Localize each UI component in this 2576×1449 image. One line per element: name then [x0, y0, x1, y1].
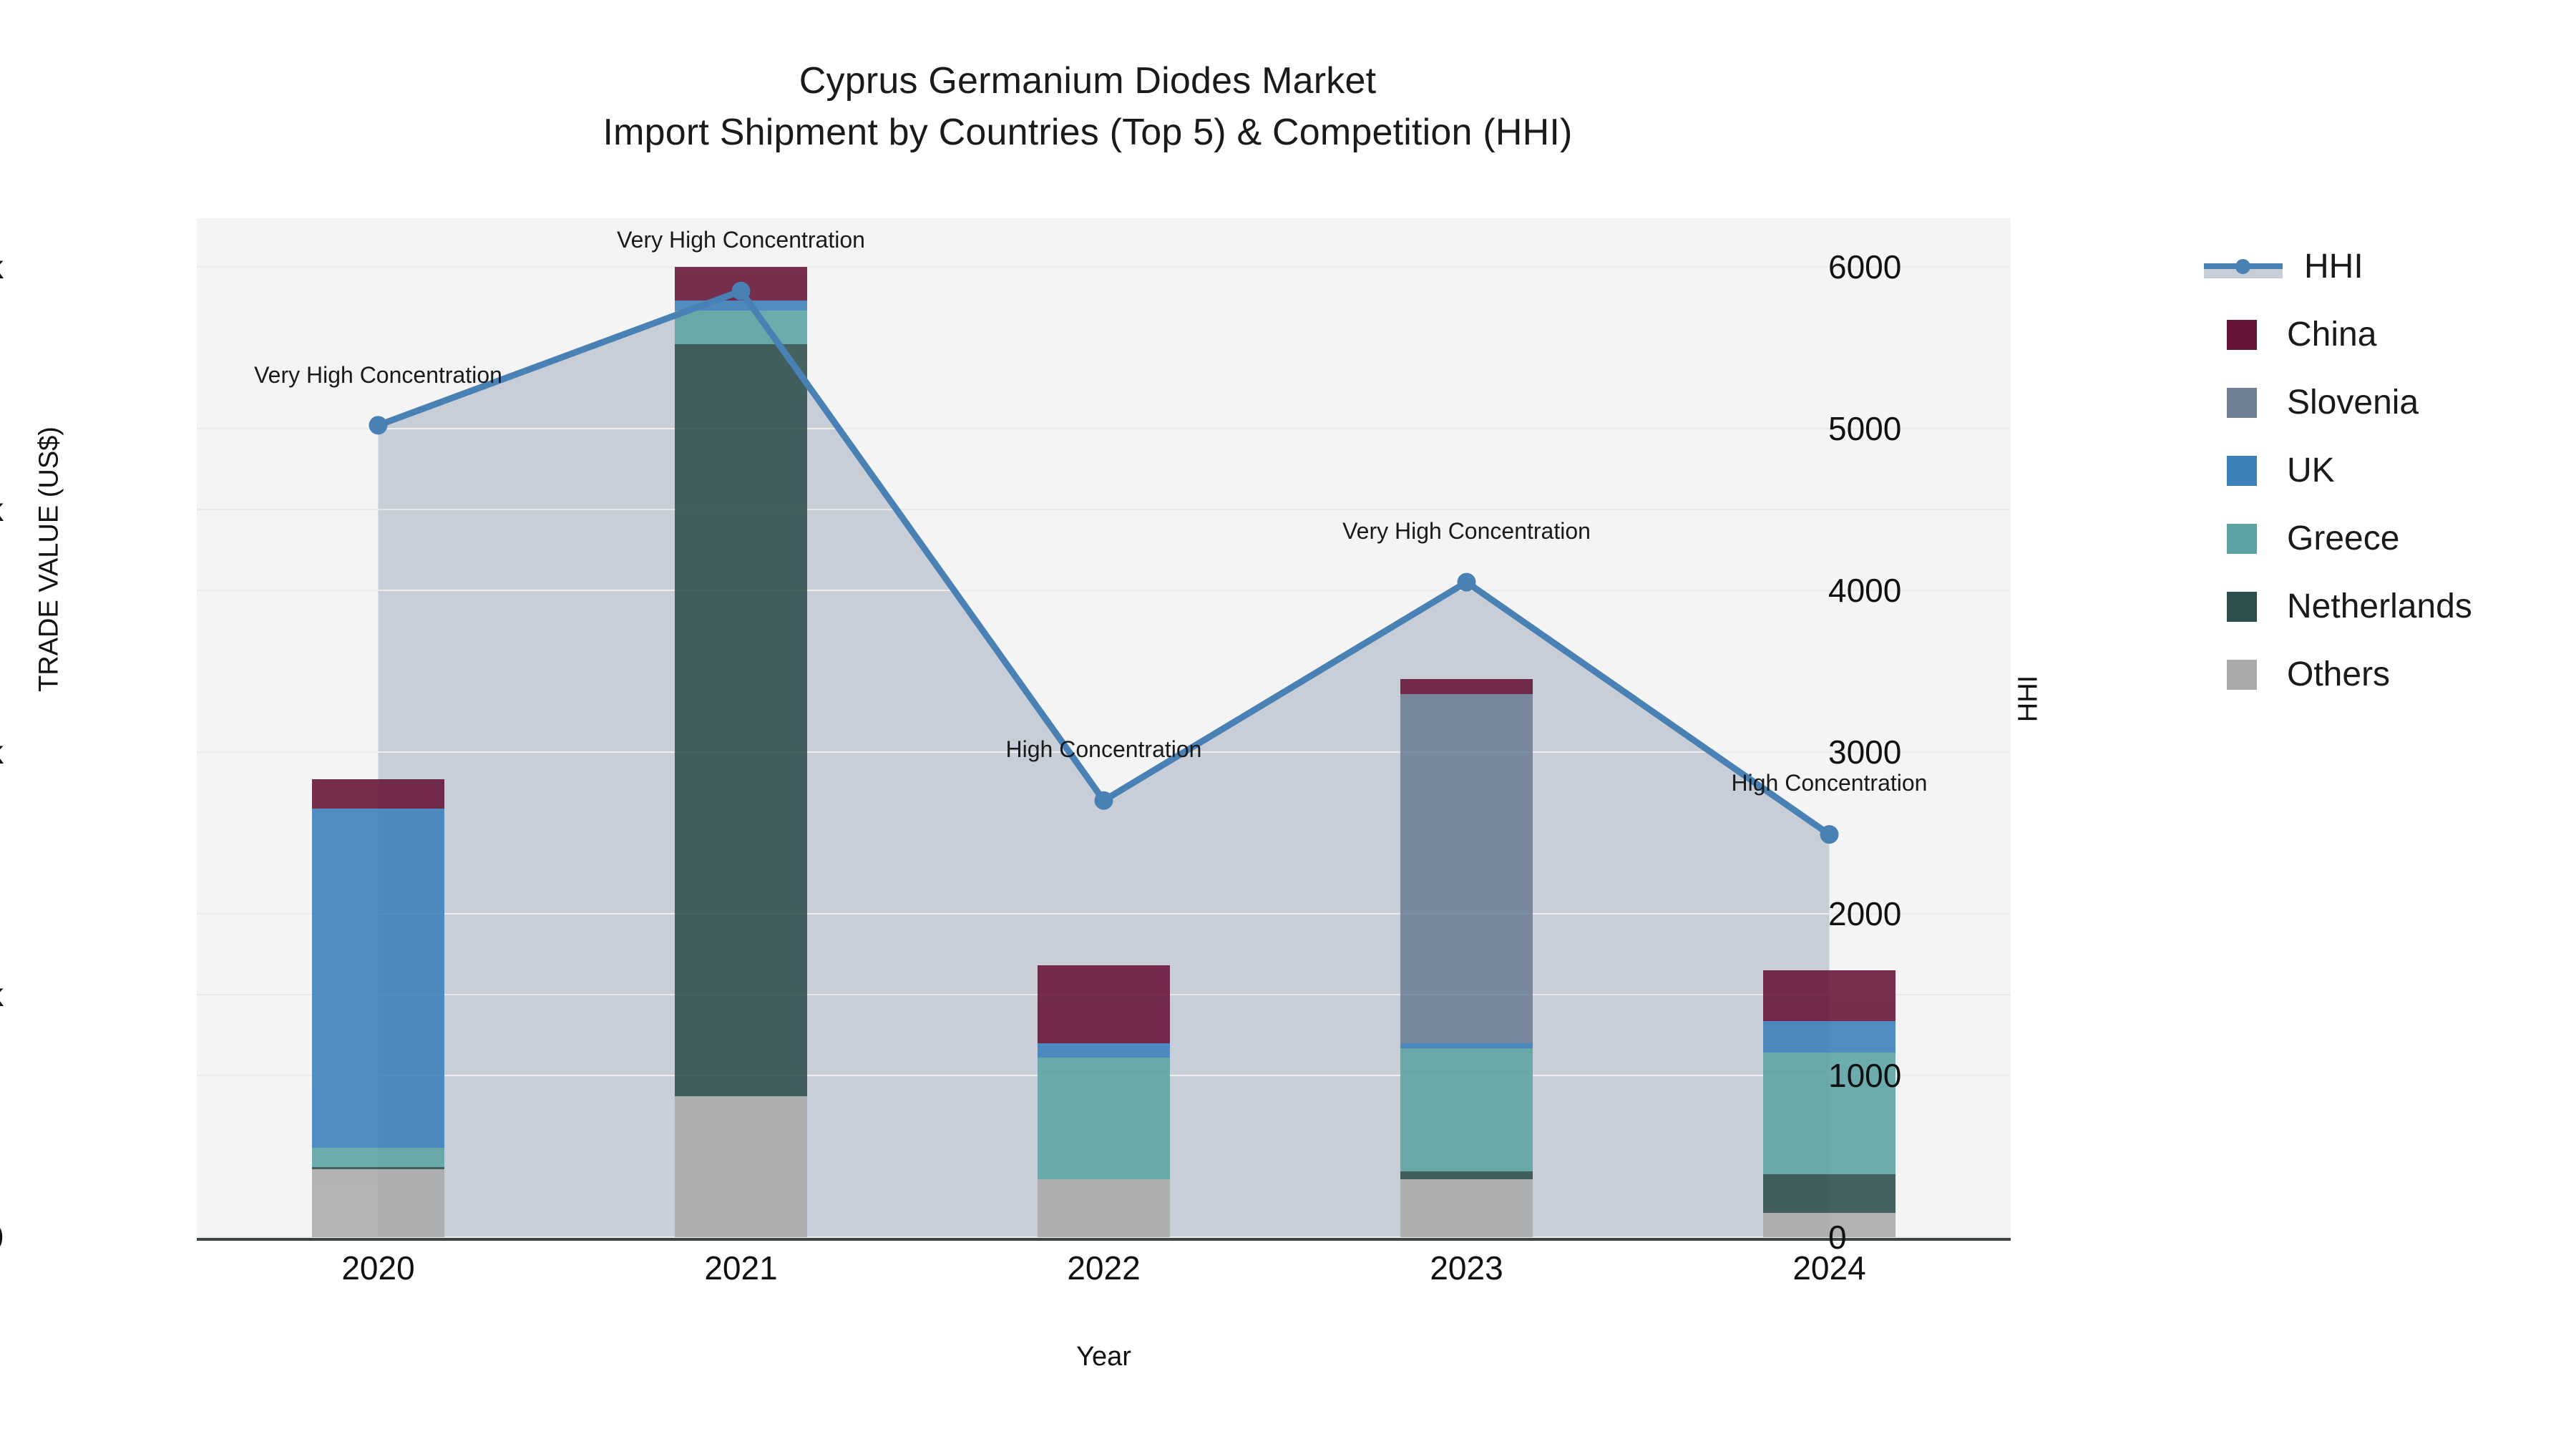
bar-segment-netherlands-2024[interactable] [1763, 1174, 1896, 1214]
legend-item-label: UK [2287, 452, 2335, 489]
legend-item-uk[interactable]: UK [2204, 436, 2562, 504]
y2-tick-label: 6000 [1828, 248, 1902, 286]
bar-group-2020[interactable] [312, 218, 444, 1237]
y-tick-label: 150k [0, 490, 4, 529]
bar-segment-china-2024[interactable] [1763, 970, 1896, 1022]
bar-segment-china-2020[interactable] [312, 779, 444, 809]
y-tick-label: 100k [0, 733, 4, 771]
legend-swatch-icon [2227, 591, 2257, 622]
bar-segment-netherlands-2023[interactable] [1400, 1171, 1533, 1179]
bar-segment-greece-2020[interactable] [312, 1148, 444, 1168]
bar-group-2021[interactable] [675, 218, 807, 1237]
bar-segment-uk-2024[interactable] [1763, 1021, 1896, 1053]
gridline-y2 [197, 1236, 2011, 1238]
legend-item-others[interactable]: Others [2204, 640, 2562, 708]
bar-segment-netherlands-2020[interactable] [312, 1167, 444, 1170]
legend-item-label: Slovenia [2287, 384, 2419, 421]
x-tick-label-2024: 2024 [1792, 1249, 1866, 1287]
gridline-y2 [197, 427, 2011, 429]
gridline-y2 [197, 589, 2011, 591]
bar-segment-others-2021[interactable] [675, 1096, 807, 1237]
annotation-2024: High Concentration [1731, 770, 1928, 796]
bar-segment-others-2022[interactable] [1038, 1179, 1170, 1237]
y-tick-label: 0 [0, 1218, 4, 1257]
bar-segment-uk-2022[interactable] [1038, 1043, 1170, 1058]
bar-segment-others-2024[interactable] [1763, 1213, 1896, 1237]
legend-item-netherlands[interactable]: Netherlands [2204, 572, 2562, 640]
x-tick-label-2022: 2022 [1067, 1249, 1141, 1287]
bar-segment-greece-2023[interactable] [1400, 1048, 1533, 1172]
y2-tick-label: 5000 [1828, 409, 1902, 447]
y2-tick-label: 2000 [1828, 894, 1902, 932]
legend-swatch-icon [2227, 523, 2257, 554]
y2-axis-label: HHI [2013, 675, 2044, 723]
bar-segment-slovenia-2023[interactable] [1400, 693, 1533, 1043]
hhi-marker-2023[interactable] [1457, 572, 1476, 592]
legend-swatch-icon [2227, 319, 2257, 350]
hhi-marker-2024[interactable] [1820, 825, 1839, 844]
annotation-2021: Very High Concentration [617, 226, 865, 253]
legend-swatch-icon [2227, 387, 2257, 418]
y2-tick-label: 0 [1828, 1219, 1847, 1256]
hhi-marker-2021[interactable] [731, 281, 751, 301]
page-title: Cyprus Germanium Diodes Market [799, 60, 1377, 102]
chart-legend: HHI China Slovenia UK Greece Netherlands Other… [2204, 233, 2562, 708]
bar-group-2024[interactable] [1763, 218, 1896, 1237]
x-tick-label-2021: 2021 [704, 1249, 778, 1287]
hhi-marker-2020[interactable] [369, 416, 388, 435]
bar-segment-uk-2023[interactable] [1400, 1043, 1533, 1048]
y-tick-label: 200k [0, 248, 4, 286]
bar-segment-others-2020[interactable] [312, 1169, 444, 1237]
x-tick-label-2020: 2020 [341, 1249, 415, 1287]
legend-swatch-icon [2227, 455, 2257, 486]
bar-group-2023[interactable] [1400, 218, 1533, 1237]
bar-segment-greece-2021[interactable] [675, 310, 807, 345]
legend-item-label: China [2287, 316, 2377, 353]
annotation-2020: Very High Concentration [254, 362, 502, 389]
chart-title-block: Cyprus Germanium Diodes Market Import Sh… [0, 56, 2175, 159]
y2-tick-label: 4000 [1828, 571, 1902, 609]
bar-segment-china-2023[interactable] [1400, 679, 1533, 694]
bar-segment-greece-2022[interactable] [1038, 1058, 1170, 1179]
annotation-2023: Very High Concentration [1342, 517, 1591, 544]
gridline-y [197, 508, 2011, 510]
y-tick-label: 50k [0, 975, 4, 1014]
gridline-y2 [197, 912, 2011, 914]
hhi-line-layer [369, 281, 1839, 844]
hhi-marker-2022[interactable] [1094, 791, 1113, 810]
y-axis-label: TRADE VALUE (US$) [34, 426, 64, 692]
legend-item-hhi[interactable]: HHI [2204, 233, 2562, 301]
chart-subtitle: Import Shipment by Countries (Top 5) & C… [602, 111, 1573, 153]
bar-segment-uk-2020[interactable] [312, 808, 444, 1148]
annotation-2022: High Concentration [1005, 736, 1202, 762]
x-axis-label: Year [1076, 1342, 1131, 1372]
legend-item-slovenia[interactable]: Slovenia [2204, 369, 2562, 436]
x-tick-label-2023: 2023 [1430, 1249, 1503, 1287]
legend-item-china[interactable]: China [2204, 301, 2562, 369]
legend-item-greece[interactable]: Greece [2204, 504, 2562, 572]
legend-item-label: Greece [2287, 519, 2400, 557]
gridline-y2 [197, 265, 2011, 268]
y2-tick-label: 3000 [1828, 733, 1902, 771]
bar-segment-netherlands-2021[interactable] [675, 344, 807, 1097]
bar-segment-greece-2024[interactable] [1763, 1053, 1896, 1174]
legend-item-label: Netherlands [2287, 587, 2472, 625]
legend-swatch-icon [2227, 659, 2257, 690]
legend-line-icon [2204, 252, 2283, 282]
y2-tick-label: 1000 [1828, 1056, 1902, 1094]
plot-area: Very High Concentration Very High Concent… [197, 218, 2011, 1241]
bar-segment-others-2023[interactable] [1400, 1179, 1533, 1237]
bar-group-2022[interactable] [1038, 218, 1170, 1237]
legend-item-label: HHI [2304, 248, 2363, 286]
legend-item-label: Others [2287, 655, 2391, 693]
gridline-y2 [197, 751, 2011, 753]
bar-segment-china-2022[interactable] [1038, 965, 1170, 1043]
